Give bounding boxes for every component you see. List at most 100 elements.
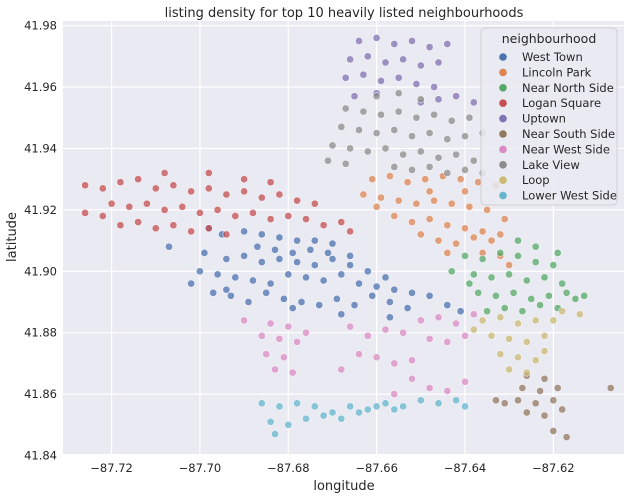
data-point [412,80,421,88]
data-point [562,288,571,297]
data-point [390,405,399,414]
data-point [253,242,262,251]
legend-marker-near-north-side [499,84,507,92]
data-point [500,215,509,223]
data-point [558,405,567,414]
x-tick-label: −87.64 [444,461,487,475]
data-point [408,166,416,174]
data-point [465,202,474,211]
data-point [412,113,421,122]
y-axis-title: latitude [5,212,20,262]
data-point [293,338,301,346]
data-point [478,227,487,236]
data-point [204,184,213,193]
data-point [518,307,527,316]
series-near-south-side [492,371,615,441]
data-point [399,150,407,159]
data-point [240,252,248,260]
data-point [275,402,284,411]
data-point [500,304,509,312]
data-point [363,267,372,276]
data-point [452,92,460,101]
data-point [213,270,222,279]
data-point [553,249,562,257]
data-point [522,408,531,417]
data-point [425,43,434,51]
data-point [319,221,328,230]
legend-label-lake-view: Lake View [522,158,580,172]
data-point [461,331,469,340]
data-point [372,34,381,42]
data-point [527,295,536,303]
data-point [293,236,301,245]
data-point [249,209,257,217]
x-tick-labels: −87.72 −87.70 −87.68 −87.66 −87.64 −87.62 [90,461,574,475]
data-point [107,199,116,208]
data-point [257,331,266,340]
data-point [394,196,403,205]
data-point [500,399,509,408]
data-point [496,230,505,239]
data-point [377,193,385,202]
data-point [469,270,478,279]
data-point [187,187,195,196]
data-point [509,288,518,297]
data-point [266,279,275,288]
data-point [434,153,443,162]
data-point [271,430,279,438]
data-point [531,242,540,251]
data-point [461,132,469,141]
data-point [275,255,284,263]
data-point [492,291,500,300]
data-point [125,202,134,211]
data-point [372,282,381,291]
data-point [522,338,531,346]
data-point [81,181,89,190]
data-point [461,166,469,174]
data-point [425,384,434,392]
series-lower-west-side [257,396,469,438]
data-point [134,175,142,184]
data-point [469,233,478,242]
data-point [408,37,416,45]
data-point [310,261,319,269]
data-point [540,347,549,355]
legend-label-lower-west-side: Lower West Side [522,189,617,203]
data-point [297,298,306,306]
data-point [606,384,615,392]
x-tick-label: −87.66 [355,461,398,475]
data-point [469,325,478,334]
x-tick-label: −87.68 [267,461,310,475]
data-point [487,273,496,282]
data-point [372,353,381,362]
data-point [209,288,218,297]
data-point [408,288,416,297]
data-point [165,242,173,251]
data-point [151,224,160,233]
data-point [319,411,328,420]
data-point [540,273,549,282]
data-point [425,291,434,300]
data-point [341,73,350,82]
data-point [461,224,469,233]
data-point [478,316,487,325]
data-point [368,175,377,184]
data-point [558,307,567,316]
data-point [359,190,368,199]
data-point [240,227,248,236]
data-point [355,408,363,417]
data-point [319,276,328,285]
data-point [266,319,275,328]
data-point [240,187,248,196]
data-point [416,147,425,156]
data-point [452,396,460,405]
data-point [271,245,279,254]
data-point [522,276,531,285]
y-tick-label: 41.86 [24,387,57,401]
data-point [394,89,403,98]
data-point [324,249,332,257]
data-point [280,353,288,362]
chart-title: listing density for top 10 heavily liste… [165,6,524,21]
data-point [346,261,354,269]
